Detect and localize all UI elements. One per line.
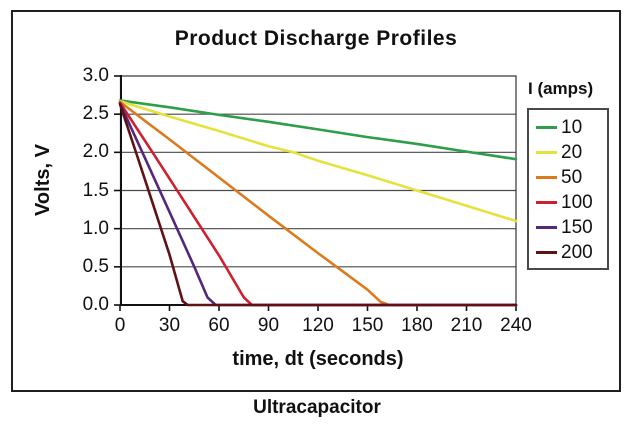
- y-tick-label: 1.5: [82, 179, 109, 201]
- y-tick-label: 2.0: [82, 141, 109, 163]
- x-tick-label: 150: [351, 315, 384, 336]
- legend-item-200: 200: [529, 240, 607, 265]
- legend-label: 150: [561, 216, 593, 238]
- legend-label: 20: [561, 141, 583, 163]
- x-tick-label: 60: [208, 315, 230, 336]
- legend-label: 50: [561, 166, 583, 188]
- legend-label: 200: [561, 241, 593, 263]
- x-tick-label: 0: [114, 315, 126, 336]
- plot-area: [114, 75, 518, 311]
- figure-caption: Ultracapacitor: [253, 397, 381, 418]
- x-axis-title: time, dt (seconds): [232, 348, 404, 370]
- legend-item-100: 100: [529, 190, 607, 215]
- legend-swatch: [536, 201, 557, 204]
- legend-label: 10: [561, 116, 583, 138]
- chart-frame: Product Discharge Profiles Volts, V 3.0 2…: [11, 10, 621, 392]
- legend-item-150: 150: [529, 215, 607, 240]
- y-tick-label: 2.5: [82, 103, 109, 125]
- legend-item-50: 50: [529, 165, 607, 190]
- x-tick-label: 30: [158, 315, 181, 336]
- legend: 10 20 50 100 150 200: [527, 108, 609, 270]
- y-tick-label: 0.5: [82, 255, 109, 277]
- legend-title: I (amps): [528, 79, 594, 98]
- x-tick-label: 240: [500, 315, 532, 336]
- legend-item-20: 20: [529, 140, 607, 165]
- legend-swatch: [536, 251, 557, 254]
- series-line-150: [118, 102, 518, 307]
- legend-item-10: 10: [529, 115, 607, 140]
- series-line-20: [118, 99, 518, 223]
- y-axis-title: Volts, V: [32, 144, 54, 216]
- y-tick-label: 1.0: [82, 217, 109, 239]
- legend-swatch: [536, 226, 557, 229]
- legend-swatch: [536, 176, 557, 179]
- legend-swatch: [536, 151, 557, 154]
- y-tick-label: 0.0: [82, 294, 109, 315]
- x-tick-label: 90: [257, 315, 280, 336]
- series-line-200: [118, 102, 518, 307]
- legend-label: 100: [561, 191, 593, 213]
- legend-swatch: [536, 126, 557, 129]
- series-line-10: [118, 99, 518, 161]
- y-tick-label: 3.0: [82, 65, 109, 86]
- x-tick-label: 210: [450, 315, 483, 336]
- x-tick-label: 120: [302, 315, 334, 336]
- x-tick-label: 180: [401, 315, 433, 336]
- chart-title: Product Discharge Profiles: [174, 27, 458, 50]
